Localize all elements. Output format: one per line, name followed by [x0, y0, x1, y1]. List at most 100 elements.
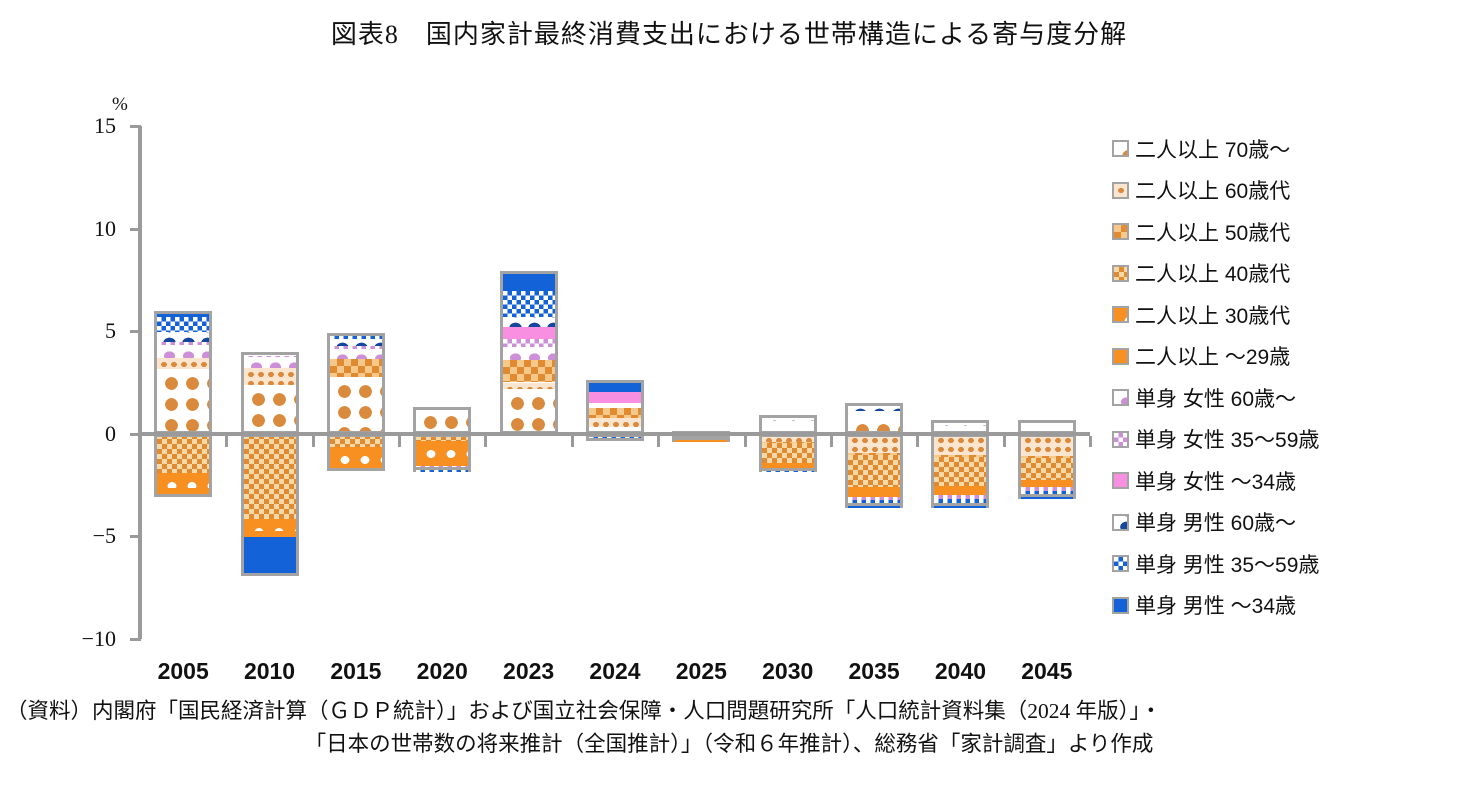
- bar-segment[interactable]: [1017, 458, 1076, 480]
- bar-segment[interactable]: [758, 443, 817, 463]
- bar-segment[interactable]: [1017, 420, 1076, 425]
- bar-segment[interactable]: [845, 487, 904, 496]
- legend-item-fam40[interactable]: 二人以上 40歳代: [1112, 253, 1442, 295]
- bar-segment[interactable]: [326, 336, 385, 340]
- y-axis-tick-label: 0: [105, 420, 116, 446]
- legend-item-fam60[interactable]: 二人以上 60歳代: [1112, 170, 1442, 212]
- legend-swatch-icon: [1112, 347, 1129, 365]
- legend-item-sm34[interactable]: 単身 男性 ～34歳: [1112, 585, 1442, 627]
- bar-segment[interactable]: [154, 357, 213, 370]
- bar-segment[interactable]: [845, 504, 904, 508]
- bar-segment[interactable]: [499, 359, 558, 383]
- bar-segment[interactable]: [154, 316, 213, 333]
- bar-segment[interactable]: [499, 316, 558, 328]
- bar-segment[interactable]: [931, 504, 990, 508]
- legend-item-sm35[interactable]: 単身 男性 35～59歳: [1112, 543, 1442, 585]
- legend-swatch-icon: [1112, 596, 1129, 614]
- bar-segment[interactable]: [586, 403, 644, 409]
- y-axis-tick-mark: [130, 535, 141, 539]
- bar-segment[interactable]: [240, 351, 299, 355]
- bar-segment[interactable]: [1017, 496, 1076, 500]
- bar-segment[interactable]: [845, 433, 904, 454]
- bar-segment[interactable]: [154, 342, 213, 346]
- legend-item-sf35[interactable]: 単身 女性 35～59歳: [1112, 419, 1442, 461]
- legend-item-fam29[interactable]: 二人以上 ～29歳: [1112, 336, 1442, 378]
- legend-swatch-icon: [1112, 264, 1129, 282]
- bar-segment[interactable]: [326, 377, 385, 434]
- bar-segment[interactable]: [931, 433, 990, 456]
- x-axis-tick-mark: [484, 435, 488, 447]
- bar-segment[interactable]: [845, 411, 904, 417]
- y-axis-tick-mark: [130, 125, 141, 128]
- bar-segment[interactable]: [326, 467, 385, 471]
- legend-item-fam70[interactable]: 二人以上 70歳～: [1112, 128, 1442, 170]
- x-axis-tick-label: 2030: [762, 658, 814, 684]
- legend-item-label: 単身 女性 ～34歳: [1135, 470, 1297, 494]
- bar-segment[interactable]: [1017, 433, 1076, 457]
- bar-segment[interactable]: [326, 333, 385, 337]
- bar-segment[interactable]: [413, 408, 472, 434]
- bar-segment[interactable]: [326, 347, 385, 359]
- bar-segment[interactable]: [586, 391, 644, 403]
- bar-segment[interactable]: [326, 358, 385, 378]
- bar-segment[interactable]: [326, 447, 385, 468]
- x-axis-tick-mark: [570, 435, 574, 447]
- bar-segment[interactable]: [154, 310, 213, 317]
- bar-segment[interactable]: [586, 380, 644, 392]
- bar-segment[interactable]: [499, 388, 558, 434]
- legend-item-sm60[interactable]: 単身 男性 60歳～: [1112, 502, 1442, 544]
- bar-segment[interactable]: [154, 344, 213, 358]
- chart-legend: 二人以上 70歳～ 二人以上 60歳代 二人以上 50歳代 二人以上 40歳代 二人以上…: [1112, 128, 1442, 626]
- bar-segment[interactable]: [499, 291, 558, 317]
- bar-segment[interactable]: [499, 270, 558, 292]
- x-axis-tick-mark: [657, 435, 661, 447]
- bar-segment[interactable]: [154, 369, 213, 434]
- bar-segment[interactable]: [499, 327, 558, 340]
- legend-item-sf60[interactable]: 単身 女性 60歳～: [1112, 377, 1442, 419]
- x-axis-tick-label: 2024: [589, 658, 641, 684]
- bar-segment[interactable]: [240, 433, 299, 519]
- bar-segment[interactable]: [240, 368, 299, 385]
- bar-segment[interactable]: [586, 418, 644, 427]
- bar-segment[interactable]: [586, 408, 644, 419]
- legend-item-sf34[interactable]: 単身 女性 ～34歳: [1112, 460, 1442, 502]
- bar-segment[interactable]: [413, 468, 472, 472]
- bar-segment[interactable]: [154, 488, 213, 498]
- bar-segment[interactable]: [931, 420, 990, 426]
- y-axis-tick-label: 10: [94, 215, 116, 241]
- bar-segment[interactable]: [845, 455, 904, 488]
- legend-item-fam50[interactable]: 二人以上 50歳代: [1112, 211, 1442, 253]
- bar-segment[interactable]: [240, 384, 299, 434]
- bar-segment[interactable]: [499, 382, 558, 389]
- bar-segment[interactable]: [413, 407, 472, 411]
- legend-item-fam30[interactable]: 二人以上 30歳代: [1112, 294, 1442, 336]
- x-axis-tick-mark: [829, 435, 833, 447]
- y-axis-tick-label: 5: [105, 318, 116, 344]
- bar-segment[interactable]: [845, 403, 904, 412]
- bar-segment[interactable]: [1017, 424, 1076, 428]
- bar-segment[interactable]: [154, 332, 213, 343]
- bar-segment[interactable]: [240, 355, 299, 369]
- bar-segment[interactable]: [413, 440, 472, 461]
- bar-segment[interactable]: [758, 468, 817, 472]
- bar-segment[interactable]: [845, 416, 904, 434]
- bar-segment[interactable]: [931, 425, 990, 429]
- legend-swatch-icon: [1112, 555, 1129, 573]
- x-axis-tick-label: 2010: [243, 658, 296, 684]
- bar-segment[interactable]: [499, 346, 558, 360]
- bar-segment[interactable]: [154, 472, 213, 489]
- legend-item-label: 単身 男性 35～59歳: [1135, 553, 1320, 577]
- bar-segment[interactable]: [931, 486, 990, 495]
- y-axis-tick-mark: [130, 227, 141, 231]
- bar-segment[interactable]: [672, 438, 731, 442]
- bar-segment[interactable]: [499, 339, 558, 347]
- bar-segment[interactable]: [758, 421, 817, 425]
- bar-segment[interactable]: [154, 433, 213, 473]
- bar-segment[interactable]: [240, 518, 299, 532]
- x-axis-tick-mark: [398, 435, 402, 447]
- bar-segment[interactable]: [758, 415, 817, 422]
- bar-segment[interactable]: [240, 537, 299, 577]
- bar-segment[interactable]: [931, 457, 990, 487]
- bar-segment[interactable]: [326, 345, 385, 349]
